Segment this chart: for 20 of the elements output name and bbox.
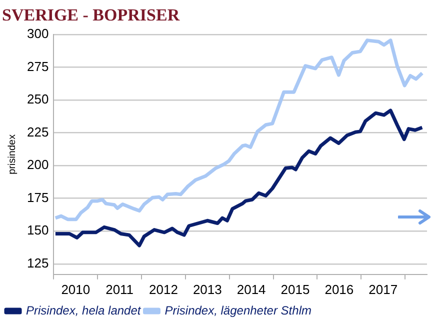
legend-label: Prisindex, hela landet [26,303,142,318]
x-tick-label: 2014 [236,282,266,297]
y-tick-label: 300 [26,26,49,41]
x-tick-label: 2015 [280,282,310,297]
x-tick-label: 2011 [106,282,134,297]
y-tick-label: 175 [26,190,49,205]
y-tick-label: 125 [26,255,49,270]
y-axis-title: prisindex [6,134,18,174]
x-tick-label: 2012 [149,282,178,297]
x-tick-label: 2016 [324,282,354,297]
x-tick-label: 2013 [192,282,222,297]
chart-title: SVERIGE - BOPRISER [2,6,180,25]
y-tick-label: 250 [26,92,49,107]
y-tick-label: 150 [26,222,49,238]
x-tick-label: 2010 [61,282,90,297]
y-tick-label: 225 [26,124,49,140]
legend-label: Prisindex, lägenheter Sthlm [164,303,312,318]
y-tick-label: 200 [26,157,49,172]
y-tick-label: 275 [26,58,49,74]
x-tick-label: 2017 [368,282,398,297]
